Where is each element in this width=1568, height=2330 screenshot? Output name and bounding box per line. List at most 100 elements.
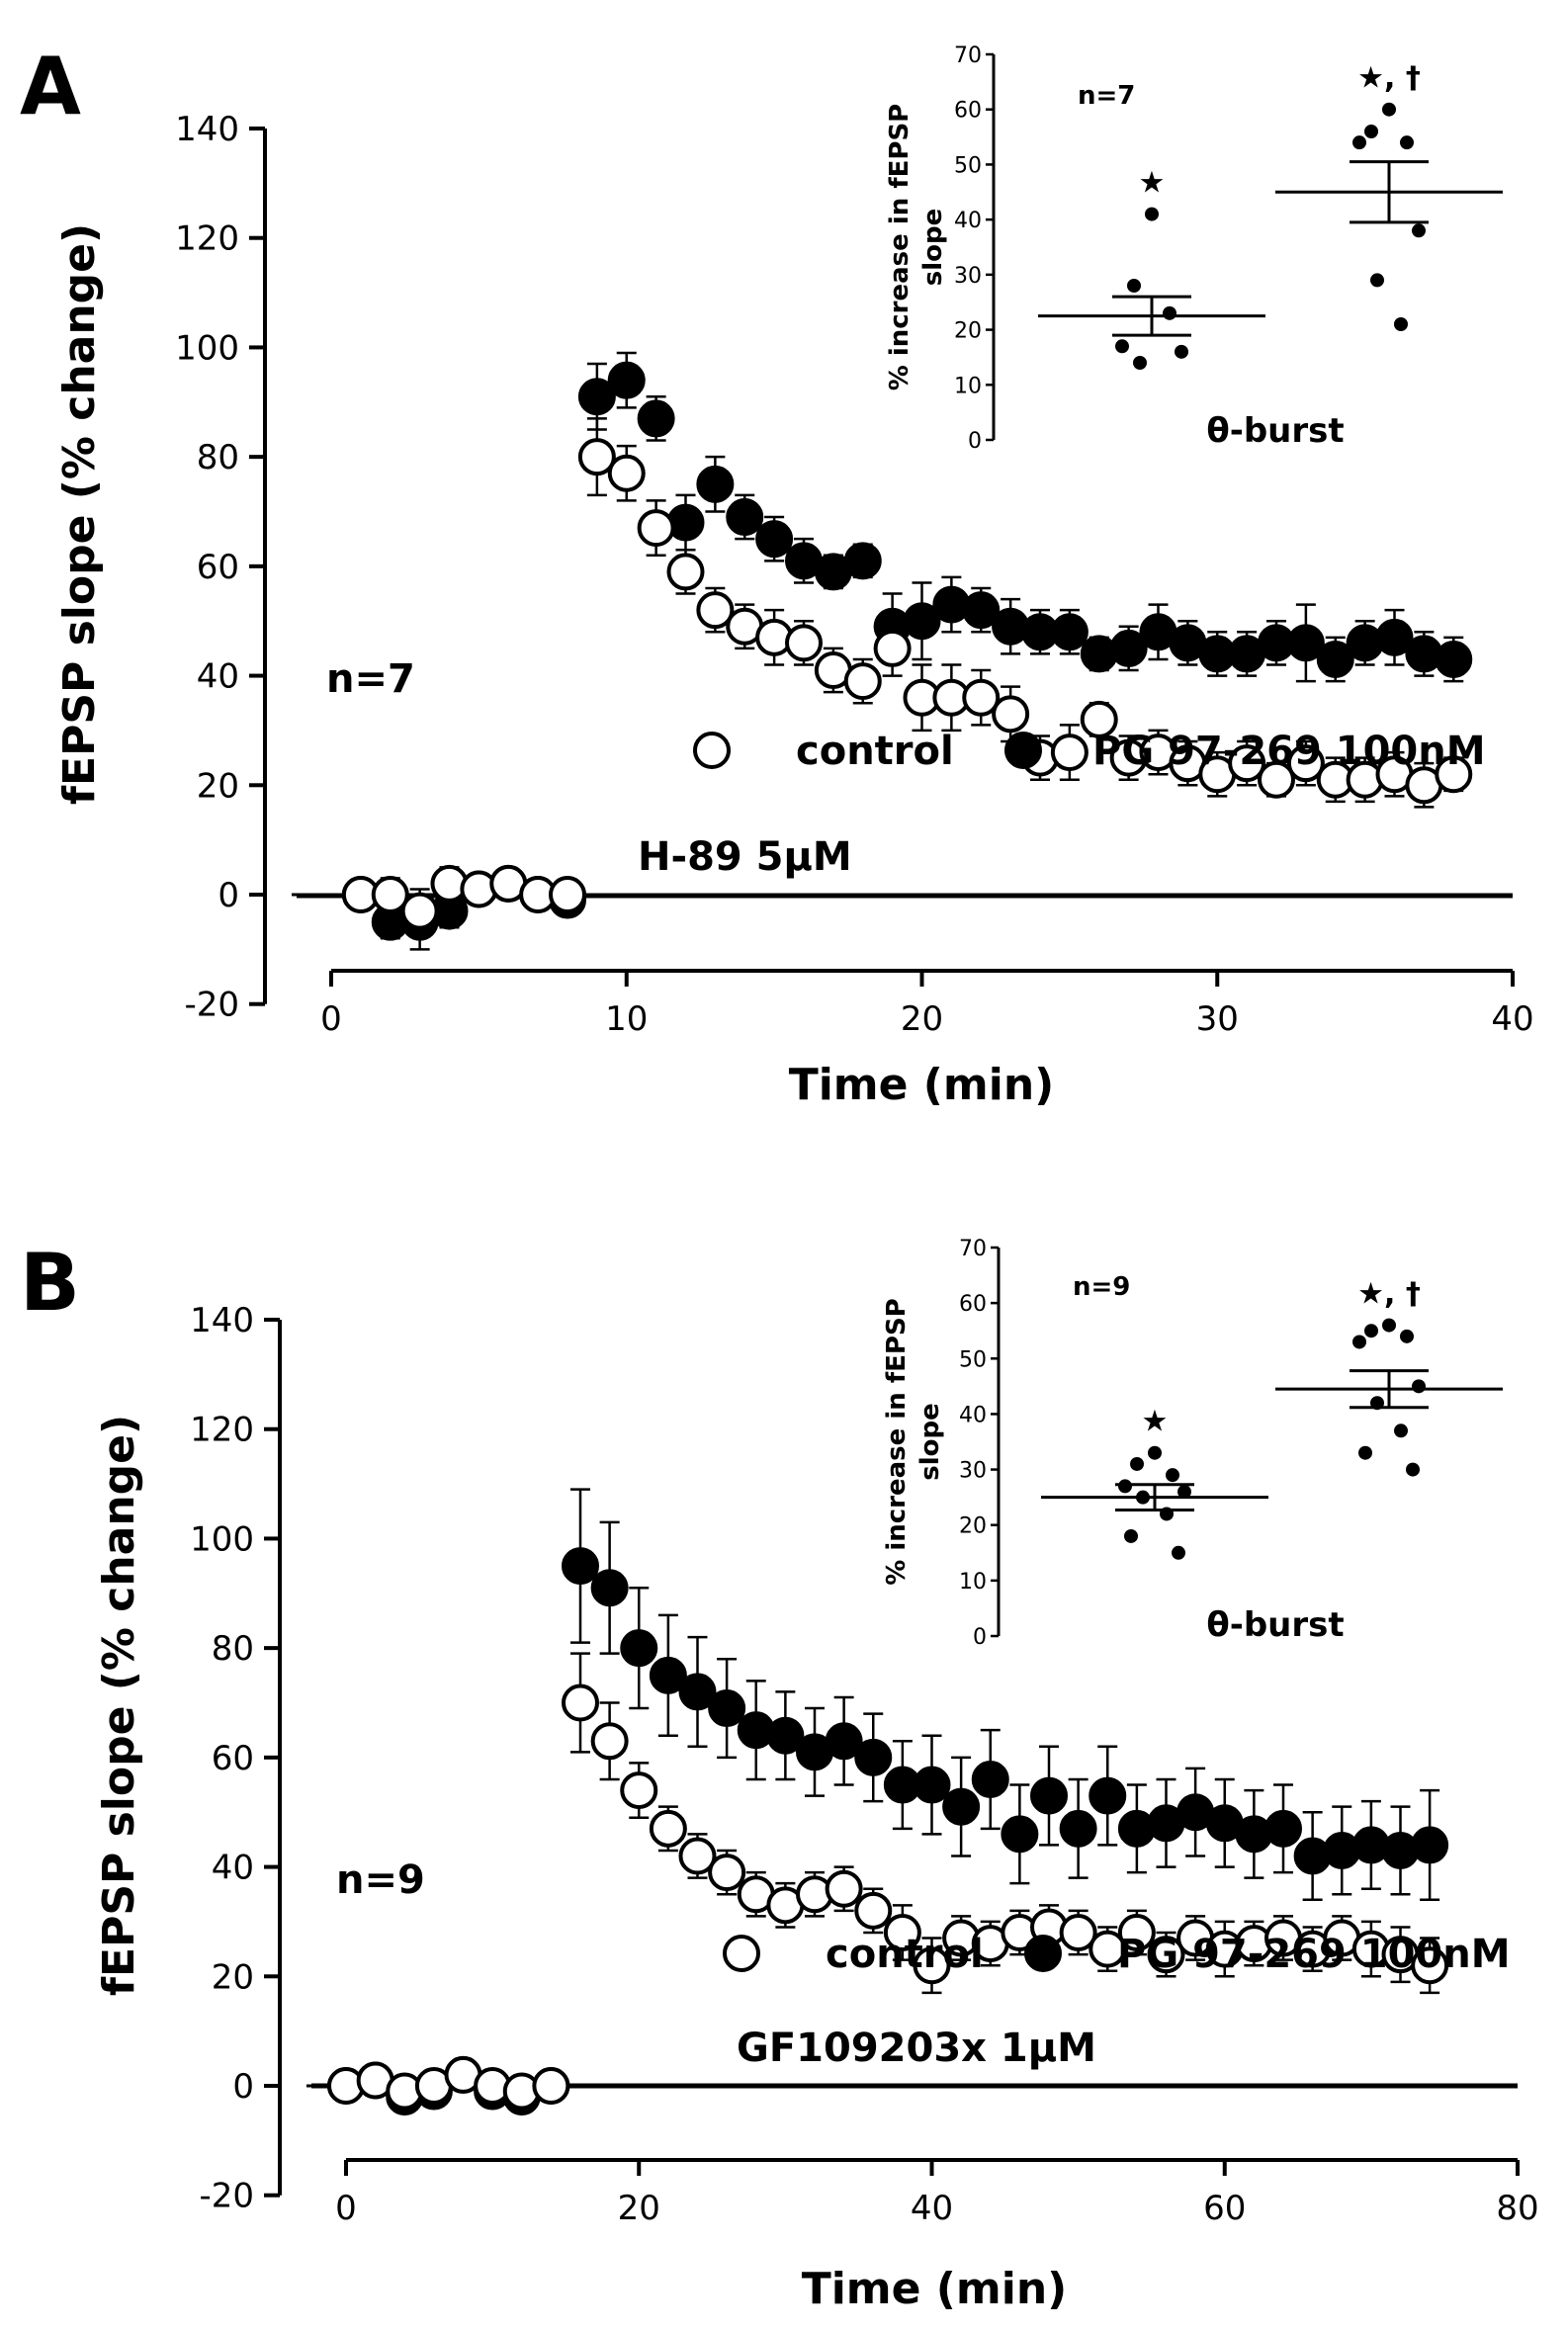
pg-data-point — [696, 465, 735, 503]
control-data-point — [1089, 1930, 1127, 1968]
pg-data-point — [755, 520, 794, 559]
pg-data-point — [1030, 1776, 1068, 1815]
pg-data-point — [1050, 613, 1089, 651]
drug-label: GF109203x 1µM — [737, 2026, 1096, 2071]
inset-y-tick-label: 0 — [968, 429, 982, 454]
pg-data-point — [1411, 1826, 1449, 1864]
pg-data-point — [903, 602, 941, 641]
inset-y-tick-label: 70 — [954, 43, 982, 68]
control-data-point — [678, 1837, 717, 1875]
n-label: n=9 — [336, 1857, 425, 1903]
x-tick-label: 30 — [1196, 999, 1239, 1039]
y-tick-label: 40 — [197, 657, 239, 697]
x-tick-label: 40 — [911, 2189, 953, 2228]
pg-data-point — [620, 1629, 658, 1668]
x-tick-label: 0 — [320, 999, 342, 1039]
inset-y-tick-label: 20 — [959, 1514, 987, 1539]
inset-data-point — [1166, 1468, 1179, 1483]
control-data-point — [1435, 755, 1473, 794]
pg-data-point — [1089, 1776, 1127, 1815]
control-data-point — [1286, 744, 1325, 783]
pg-data-point — [962, 591, 1001, 630]
inset-y-tick-label: 70 — [959, 1237, 987, 1261]
inset-data-point — [1177, 1485, 1191, 1500]
control-data-point — [637, 509, 675, 548]
inset-significance-marker: ★ — [1139, 166, 1166, 201]
control-data-point — [577, 438, 616, 476]
control-data-point — [1080, 700, 1118, 738]
legend-marker-control — [693, 732, 731, 769]
inset-data-point — [1127, 279, 1141, 293]
inset-data-point — [1352, 135, 1366, 150]
control-data-point — [649, 1809, 687, 1848]
y-axis-title: fEPSP slope (% change) — [94, 1415, 144, 1996]
control-data-point — [785, 624, 823, 662]
pg-data-point — [843, 542, 882, 580]
control-data-point — [620, 1771, 658, 1810]
control-data-point — [1258, 760, 1295, 799]
pg-data-point — [1109, 629, 1148, 667]
inset-data-point — [1358, 1445, 1372, 1460]
inset-data-point — [1145, 207, 1159, 221]
inset-y-tick-label: 0 — [973, 1625, 987, 1650]
y-tick-label: 140 — [175, 110, 239, 149]
control-data-point — [854, 1891, 893, 1930]
pg-data-point — [825, 1722, 863, 1761]
control-data-point — [371, 876, 409, 913]
control-data-point — [1059, 1914, 1097, 1951]
inset-data-point — [1400, 135, 1414, 150]
inset-y-tick-label: 50 — [954, 153, 982, 178]
x-axis-title: Time (min) — [789, 1060, 1055, 1110]
pg-data-point — [1264, 1809, 1302, 1848]
legend-label-pg: PG 97-269 100nM — [1092, 729, 1486, 774]
control-data-point — [666, 553, 705, 591]
inset-n-label: n=7 — [1078, 81, 1135, 111]
y-tick-label: 40 — [212, 1849, 254, 1888]
control-data-point — [1050, 734, 1089, 772]
x-axis-title: Time (min) — [802, 2264, 1068, 2314]
legend-label-control: control — [796, 729, 954, 774]
inset-significance-marker: ★, † — [1357, 1277, 1421, 1312]
inset-significance-marker: ★ — [1142, 1405, 1169, 1439]
legend-marker-pg — [1024, 1935, 1062, 1972]
inset-dot-plot: 0 10 20 30 40 50 60 70 % increase in fEPSP slope n… — [882, 1237, 1503, 1650]
control-data-point — [883, 1914, 921, 1951]
inset-data-point — [1124, 1528, 1138, 1543]
control-data-point — [873, 629, 912, 667]
inset-data-point — [1364, 1324, 1378, 1338]
legend: control PG 97-269 100nM — [723, 1932, 1511, 1977]
panel-b-label: B — [20, 1237, 80, 1329]
pg-data-point — [649, 1656, 687, 1694]
control-data-point — [1147, 1936, 1185, 1974]
inset-data-point — [1394, 1424, 1408, 1438]
y-tick-label: 0 — [218, 876, 239, 915]
pg-data-point — [854, 1738, 893, 1776]
pg-data-point — [607, 361, 646, 399]
y-tick-label: 20 — [212, 1957, 254, 1997]
control-data-point — [962, 678, 1001, 717]
y-tick-label: 140 — [190, 1301, 254, 1340]
pg-data-point — [1059, 1809, 1097, 1848]
n-label: n=7 — [326, 656, 415, 702]
control-data-point — [843, 662, 882, 701]
y-tick-label: 80 — [212, 1629, 254, 1669]
inset-y-axis-title-line: % increase in fEPSP — [885, 104, 915, 390]
y-tick-label: -20 — [199, 2177, 254, 2216]
pg-data-point — [1316, 640, 1354, 678]
inset-y-axis-title: % increase in fEPSP slope — [882, 1298, 945, 1585]
y-tick-label: 80 — [197, 438, 239, 477]
panel-a-label: A — [20, 41, 81, 132]
pg-data-point — [726, 498, 764, 537]
inset-y-tick-label: 50 — [959, 1347, 987, 1372]
pg-data-point — [913, 1766, 951, 1804]
inset-data-point — [1412, 223, 1426, 238]
inset-data-point — [1163, 305, 1176, 320]
legend-marker-pg — [1004, 732, 1042, 769]
inset-y-axis-title: % increase in fEPSP slope — [885, 104, 948, 390]
inset-data-point — [1412, 1379, 1426, 1394]
pg-data-point — [708, 1689, 746, 1728]
control-data-point — [1228, 744, 1266, 783]
control-data-point — [549, 876, 586, 913]
x-tick-label: 60 — [1203, 2189, 1246, 2228]
